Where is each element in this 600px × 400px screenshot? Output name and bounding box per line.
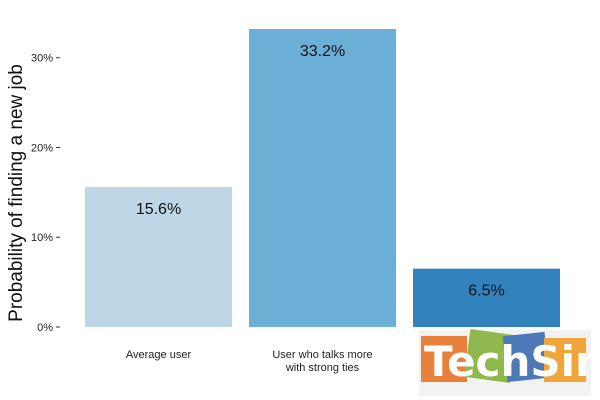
bar (85, 186, 232, 327)
x-category-label: User who talks more with strong ties (272, 349, 372, 374)
y-axis: 0% 10% 20% 30% (31, 53, 60, 334)
x-category-label: Average user (126, 349, 192, 361)
bar-data-label: 33.2% (300, 43, 345, 60)
bar-data-label: 15.6% (136, 201, 181, 218)
watermark-tile-orange (421, 336, 467, 382)
watermark-tile-yellow (544, 338, 586, 382)
bar-data-label: 6.5% (468, 283, 504, 300)
watermark-tile-blue (502, 331, 550, 383)
techsir-watermark-logo: TechSir (419, 329, 596, 396)
y-tick-label: 30% (31, 53, 53, 65)
y-tick-label: 0% (37, 322, 53, 334)
y-axis-label: Probability of finding a new job (6, 64, 27, 322)
bar (413, 268, 560, 327)
bar (249, 29, 396, 327)
y-tick-label: 10% (31, 232, 53, 244)
bars: 15.6% 33.2% 6.5% (85, 29, 560, 327)
watermark-tile-green (463, 329, 517, 383)
watermark-text: TechSir (424, 337, 596, 386)
x-axis-labels: Average user User who talks more with stro… (126, 349, 373, 374)
y-tick-label: 20% (31, 142, 53, 154)
